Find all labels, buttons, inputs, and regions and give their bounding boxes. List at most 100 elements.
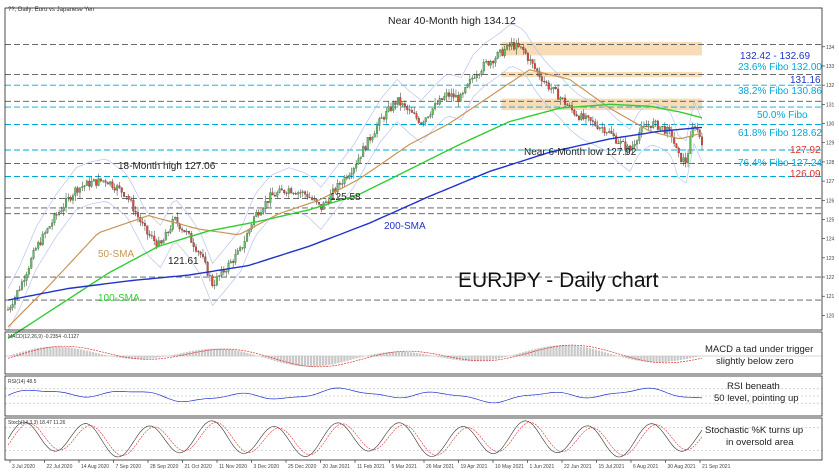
candle-body	[645, 125, 648, 128]
macd-bar	[306, 356, 310, 367]
macd-label: MACD(12,26,9) -0.2354 -0.1127	[8, 334, 79, 340]
rsi-note-2: 50 level, pointing up	[714, 393, 799, 404]
candle-body	[427, 116, 430, 118]
candle-body	[78, 187, 81, 193]
candle-body	[417, 118, 420, 123]
macd-bar	[267, 356, 270, 360]
macd-bar	[564, 345, 567, 356]
price-tick-label: 132	[826, 83, 835, 89]
label-50-sma: 50-SMA	[98, 249, 134, 260]
macd-bar	[522, 352, 525, 356]
macd-signal-line	[7, 344, 703, 368]
macd-bar	[103, 354, 107, 356]
candle-body	[494, 58, 497, 64]
candle-body	[273, 194, 276, 197]
candle-body	[285, 192, 288, 194]
macd-bar	[200, 349, 204, 356]
x-tick-label: 3 Dec 2020	[254, 464, 280, 470]
stoch-panel-frame	[4, 417, 823, 461]
macd-bar	[325, 356, 328, 366]
candle-body	[262, 208, 265, 213]
resistance-zone	[501, 41, 702, 56]
candle-body	[338, 183, 341, 185]
macd-bar	[197, 349, 201, 356]
candle-body	[612, 133, 615, 137]
candle-body	[345, 176, 348, 179]
macd-bar	[549, 345, 552, 356]
candle-body	[649, 125, 652, 128]
macd-bar	[382, 352, 385, 356]
candle-body	[67, 197, 70, 199]
macd-bar	[237, 350, 240, 356]
macd-bar	[334, 356, 337, 364]
macd-bar	[619, 356, 622, 357]
candle-body	[125, 196, 128, 197]
macd-bar	[185, 351, 188, 356]
candle-body	[225, 271, 228, 273]
candle-body	[622, 141, 625, 142]
macd-bar	[543, 346, 546, 356]
macd-bar	[209, 348, 213, 356]
x-tick-label: 14 Aug 2020	[81, 464, 109, 470]
candle-body	[547, 82, 550, 90]
candle-body	[60, 210, 63, 213]
macd-bar	[143, 356, 146, 360]
candle-body	[27, 268, 30, 275]
candle-body	[389, 106, 392, 111]
candle-body	[557, 88, 560, 100]
candle-body	[510, 42, 513, 47]
macd-bar	[440, 356, 443, 358]
candle-body	[566, 104, 569, 106]
candle-body	[39, 242, 42, 245]
sma-200-line	[7, 126, 703, 301]
macd-bar	[276, 356, 279, 362]
candle-body	[550, 88, 553, 90]
macd-bar	[76, 348, 79, 356]
candle-body	[195, 246, 198, 252]
price-tick-label: 126	[826, 198, 835, 204]
annotation-126-09: 126.09	[790, 169, 821, 180]
candle-body	[234, 254, 237, 263]
candle-body	[610, 131, 613, 134]
candle-body	[654, 120, 657, 122]
macd-bar	[579, 346, 582, 356]
candle-body	[190, 233, 193, 243]
macd-bar	[367, 355, 370, 356]
candle-body	[327, 201, 330, 204]
price-panel-frame	[4, 7, 823, 331]
macd-bar	[152, 356, 155, 359]
stoch-note-1: Stochastic %K turns up	[705, 425, 803, 436]
candle-body	[53, 214, 56, 224]
macd-bar	[134, 356, 137, 360]
macd-bar	[497, 356, 501, 359]
macd-bar	[534, 348, 537, 356]
x-tick-label: 11 Feb 2021	[357, 464, 385, 470]
macd-bar	[91, 352, 94, 356]
candle-body	[480, 70, 483, 75]
candle-body	[401, 103, 404, 106]
candle-body	[691, 126, 694, 137]
candle-body	[92, 179, 95, 182]
x-tick-label: 22 Jul 2020	[47, 464, 73, 470]
macd-bar	[28, 349, 31, 356]
candle-body	[531, 59, 534, 64]
candle-body	[485, 61, 488, 63]
candle-body	[118, 185, 121, 188]
candle-body	[601, 127, 604, 129]
stoch-k-line	[7, 420, 703, 458]
candle-body	[499, 49, 502, 53]
macd-bar	[555, 345, 558, 356]
rsi-line	[7, 387, 703, 404]
candle-body	[598, 127, 601, 129]
candle-body	[582, 113, 585, 120]
macd-bar	[491, 356, 494, 360]
candle-body	[506, 44, 509, 50]
macd-bar	[303, 356, 307, 367]
chart-header: ??, Daily: Euro vs Japanese Yen	[8, 7, 94, 13]
macd-bar	[676, 356, 679, 361]
candle-body	[215, 276, 218, 286]
candle-body	[283, 190, 286, 194]
candle-body	[454, 95, 457, 98]
candle-body	[136, 212, 139, 218]
candle-body	[259, 212, 262, 216]
